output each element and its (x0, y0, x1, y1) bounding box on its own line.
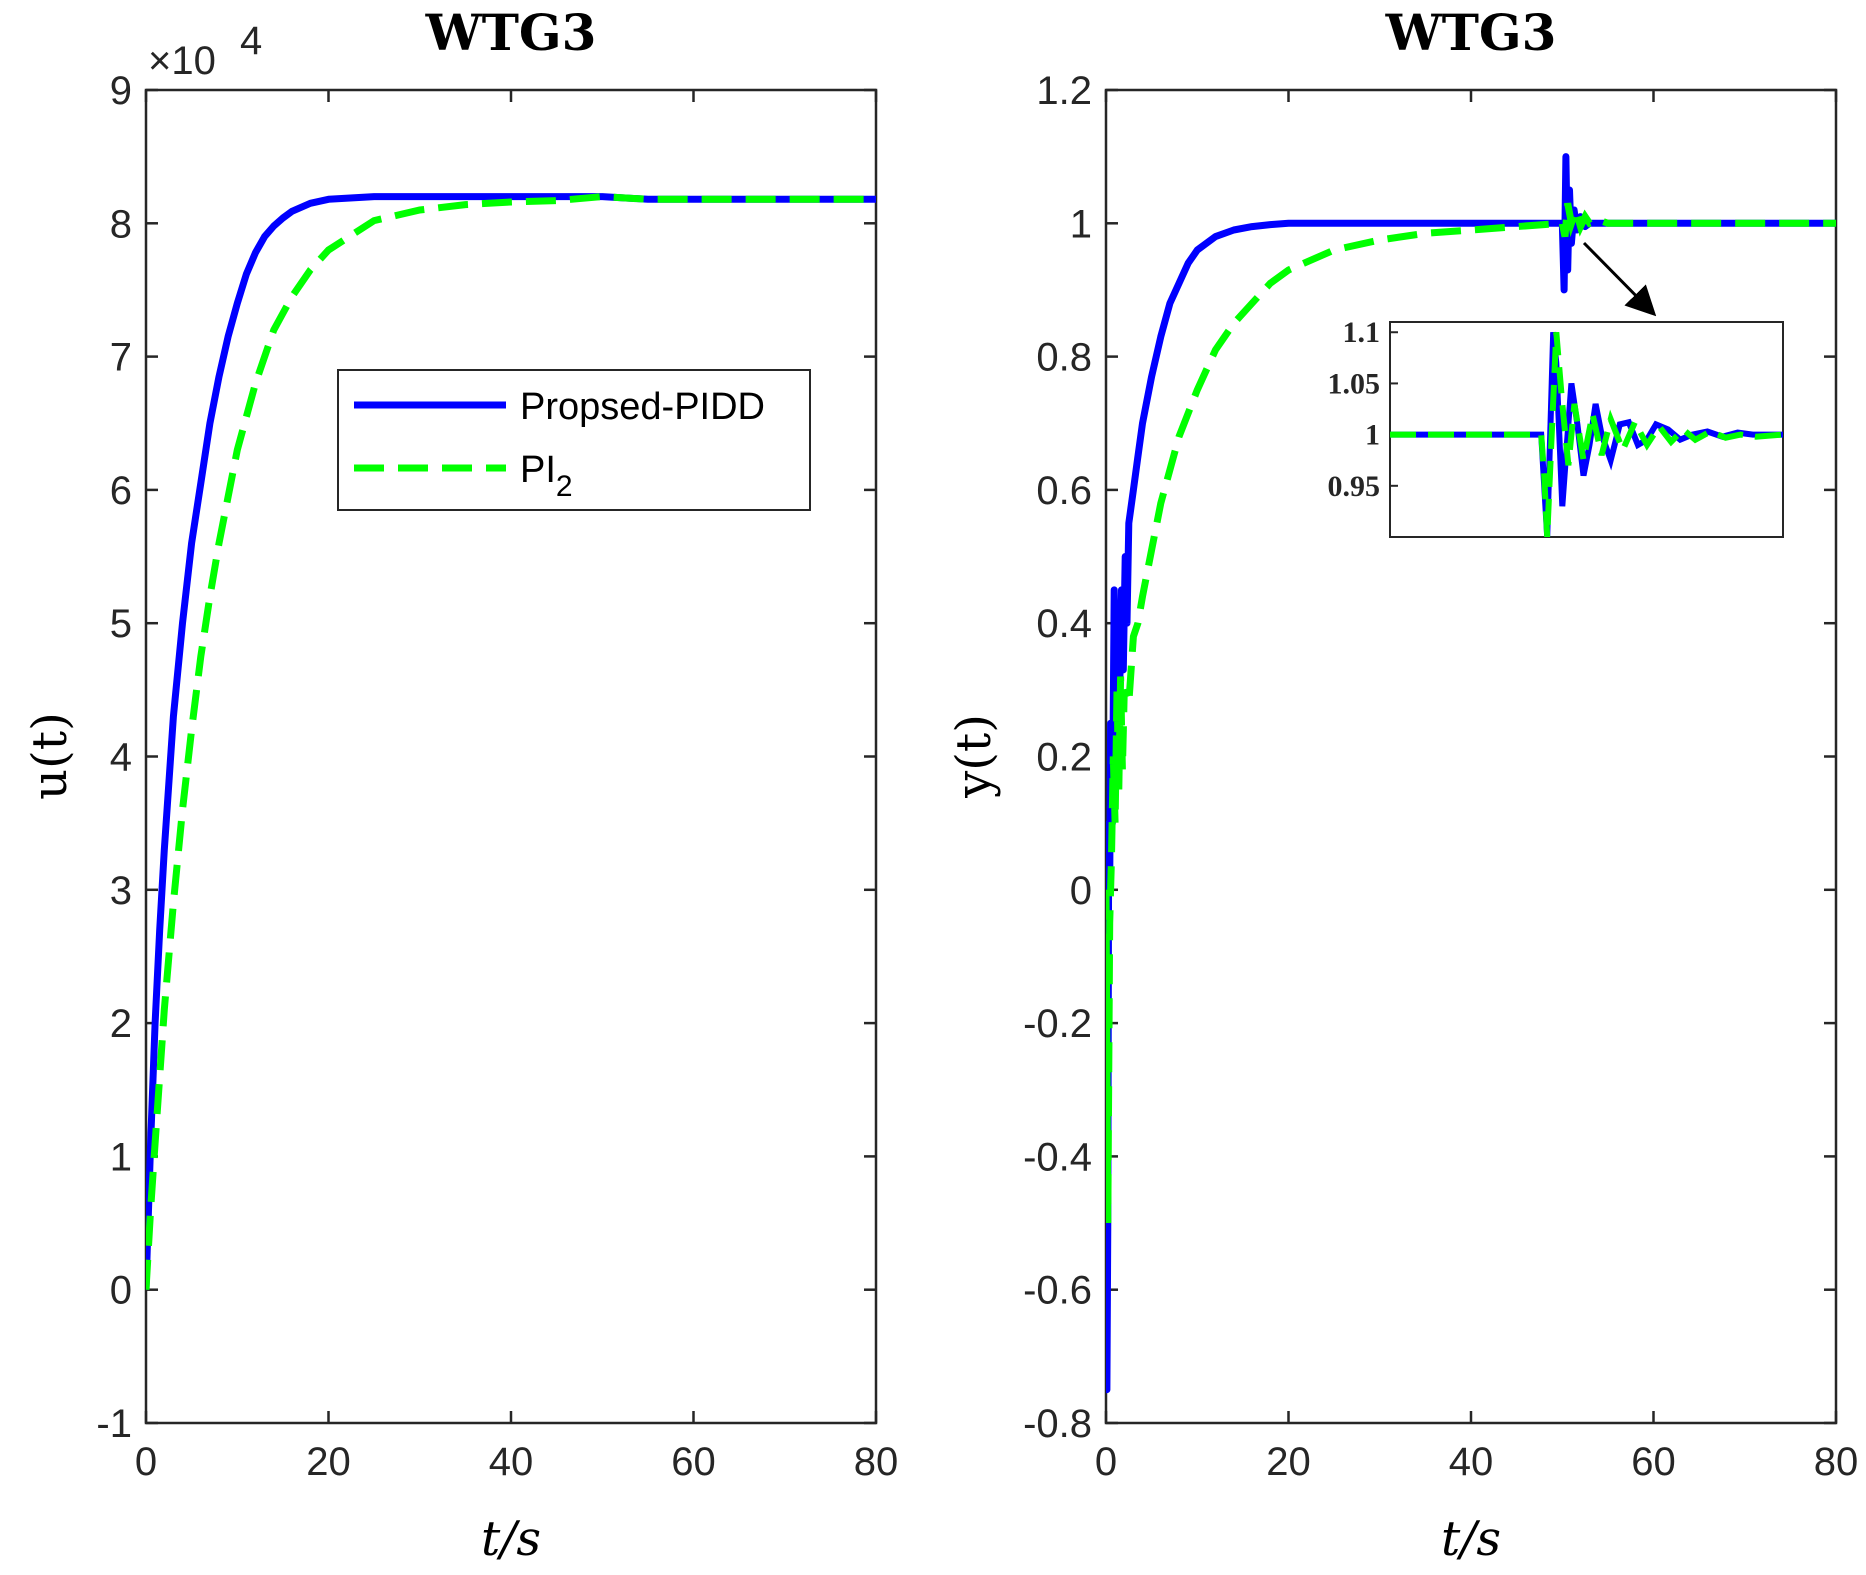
right-ytick-label: 1.2 (1036, 69, 1092, 113)
left-exponent-base: ×10 (148, 39, 216, 83)
right-xlabel: t/s (1441, 1511, 1501, 1567)
inset-ytick-label: 1.1 (1343, 316, 1381, 349)
right-ytick-label: -0.6 (1023, 1269, 1092, 1313)
right-xtick-label: 40 (1449, 1440, 1494, 1484)
legend-box (337, 369, 811, 511)
legend-pi2-label-main: PI (520, 449, 556, 491)
right-ytick-label: 0.8 (1036, 336, 1092, 380)
legend: Propsed-PIDD PI2 (337, 369, 811, 511)
inset-ytick-label: 1 (1365, 419, 1380, 452)
left-ytick-label: 3 (110, 869, 132, 913)
left-xtick-label: 60 (671, 1440, 716, 1484)
left-ytick-label: 7 (110, 336, 132, 380)
left-ytick-label: 1 (110, 1135, 132, 1179)
left-ytick-label: 5 (110, 602, 132, 646)
inset-series-pi2-line (1390, 331, 1783, 537)
left-xtick-label: 0 (135, 1440, 157, 1484)
inset-chart: 1.1 1.05 1 0.95 (1328, 316, 1784, 538)
left-series-proposed-line (146, 193, 876, 1290)
right-series-pi2-line (1106, 198, 1836, 1224)
right-ticks: 0 20 40 60 80-0.8-0.6-0.4-0.200.20.40.60.811… (1023, 69, 1858, 1484)
right-ytick-label: 0 (1070, 869, 1092, 913)
right-xtick-label: 60 (1631, 1440, 1676, 1484)
right-xtick-label: 0 (1095, 1440, 1117, 1484)
left-series-pi2-line (146, 193, 876, 1290)
zoom-arrow (1582, 241, 1657, 317)
left-xtick-label: 40 (489, 1440, 534, 1484)
right-ytick-label: 0.4 (1036, 602, 1092, 646)
left-exponent-power: 4 (240, 19, 262, 63)
left-ylabel: u(t) (22, 712, 78, 800)
right-chart: WTG3 0 20 40 60 80 -0.8 -0.6 -0.4 -0.2 0 0.2 0.4 0.6… (946, 3, 1858, 1567)
right-ytick-label: -0.2 (1023, 1002, 1092, 1046)
inset-ticks: 1.1 1.05 1 0.95 (1328, 316, 1398, 503)
right-ytick-label: -0.4 (1023, 1135, 1092, 1179)
inset-ytick-label: 1.05 (1328, 367, 1381, 400)
left-xtick-label: 80 (854, 1440, 899, 1484)
legend-pi2-label: PI2 (520, 449, 573, 503)
left-chart-title: WTG3 (425, 3, 597, 62)
right-axes-frame (1104, 88, 1838, 1425)
right-xtick-label: 80 (1814, 1440, 1859, 1484)
right-ytick-label: 0.2 (1036, 736, 1092, 780)
left-ytick-label: 2 (110, 1002, 132, 1046)
left-ytick-label: -1 (96, 1402, 132, 1446)
left-ytick-label: 4 (110, 736, 132, 780)
right-ytick-label: 1 (1070, 202, 1092, 246)
right-ytick-label: -0.8 (1023, 1402, 1092, 1446)
legend-proposed-label: Propsed-PIDD (520, 386, 765, 428)
inset-ytick-label: 0.95 (1328, 470, 1381, 503)
right-ytick-label: 0.6 (1036, 469, 1092, 513)
left-axes-frame (144, 88, 878, 1425)
right-ylabel: y(t) (946, 714, 1002, 799)
left-xtick-label: 20 (306, 1440, 351, 1484)
left-exponent-label: ×10 4 (148, 19, 262, 83)
left-xlabel: t/s (481, 1511, 541, 1567)
left-ytick-label: 9 (110, 69, 132, 113)
right-chart-title: WTG3 (1385, 3, 1557, 62)
left-ytick-label: 8 (110, 202, 132, 246)
left-ytick-label: 0 (110, 1269, 132, 1313)
left-ytick-label: 6 (110, 469, 132, 513)
right-xtick-label: 20 (1266, 1440, 1311, 1484)
legend-pi2-label-sub: 2 (556, 470, 573, 503)
